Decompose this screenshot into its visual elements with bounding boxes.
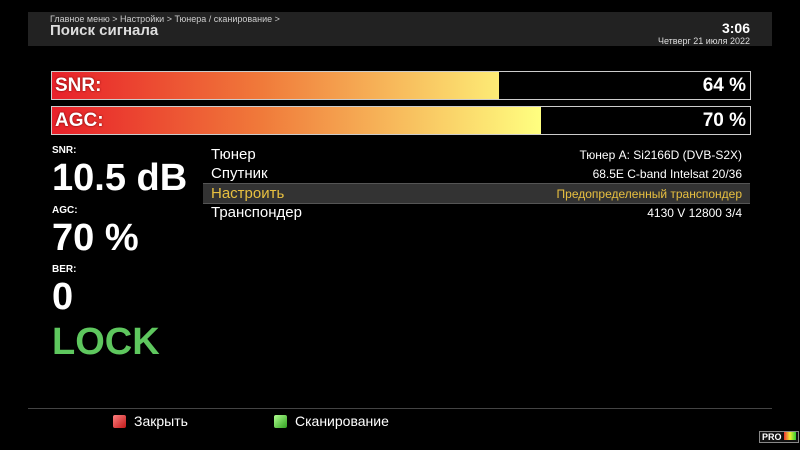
close-button[interactable]: Закрыть bbox=[113, 413, 188, 429]
snr-bar-value: 64 % bbox=[702, 75, 746, 96]
setting-key: Транспондер bbox=[211, 204, 302, 221]
setting-key: Тюнер bbox=[211, 146, 256, 163]
agc-bar: AGC: 70 % bbox=[51, 106, 751, 135]
setting-value: Предопределенный транспондер bbox=[556, 187, 742, 201]
agc-label: AGC: bbox=[52, 205, 78, 216]
breadcrumb: Главное меню > Настройки > Тюнера / скан… bbox=[50, 14, 280, 24]
settings-row-configure[interactable]: Настроить Предопределенный транспондер bbox=[203, 183, 750, 204]
snr-label: SNR: bbox=[52, 145, 77, 156]
setting-key: Настроить bbox=[211, 185, 285, 202]
agc-bar-fill bbox=[52, 107, 541, 134]
lock-status: LOCK bbox=[52, 321, 160, 363]
setting-value: 68.5E C-band Intelsat 20/36 bbox=[592, 167, 742, 181]
header: Главное меню > Настройки > Тюнера / скан… bbox=[28, 12, 772, 46]
close-label: Закрыть bbox=[134, 413, 188, 429]
page-title: Поиск сигнала bbox=[50, 22, 159, 39]
snr-bar-label: SNR: bbox=[55, 75, 102, 96]
setting-value: Тюнер A: Si2166D (DVB-S2X) bbox=[579, 148, 743, 162]
footer-divider bbox=[28, 408, 772, 409]
scan-button[interactable]: Сканирование bbox=[274, 413, 389, 429]
clock-date: Четверг 21 июля 2022 bbox=[657, 36, 750, 46]
agc-value: 70 % bbox=[52, 217, 139, 259]
watermark-logo: PRO bbox=[759, 431, 799, 443]
snr-bar-fill bbox=[52, 72, 499, 99]
setting-value: 4130 V 12800 3/4 bbox=[647, 206, 742, 220]
snr-value: 10.5 dB bbox=[52, 157, 188, 199]
setting-key: Спутник bbox=[211, 165, 268, 182]
agc-bar-value: 70 % bbox=[702, 110, 746, 131]
agc-bar-label: AGC: bbox=[55, 110, 104, 131]
red-key-icon bbox=[113, 414, 126, 428]
settings-row-satellite[interactable]: Спутник 68.5E C-band Intelsat 20/36 bbox=[203, 164, 750, 183]
scan-label: Сканирование bbox=[295, 413, 389, 429]
green-key-icon bbox=[274, 414, 287, 428]
snr-bar: SNR: 64 % bbox=[51, 71, 751, 100]
ber-label: BER: bbox=[52, 264, 77, 275]
ber-value: 0 bbox=[52, 276, 74, 318]
clock-time: 3:06 bbox=[721, 20, 750, 36]
settings-row-transponder[interactable]: Транспондер 4130 V 12800 3/4 bbox=[203, 203, 750, 222]
settings-row-tuner[interactable]: Тюнер Тюнер A: Si2166D (DVB-S2X) bbox=[203, 145, 750, 164]
